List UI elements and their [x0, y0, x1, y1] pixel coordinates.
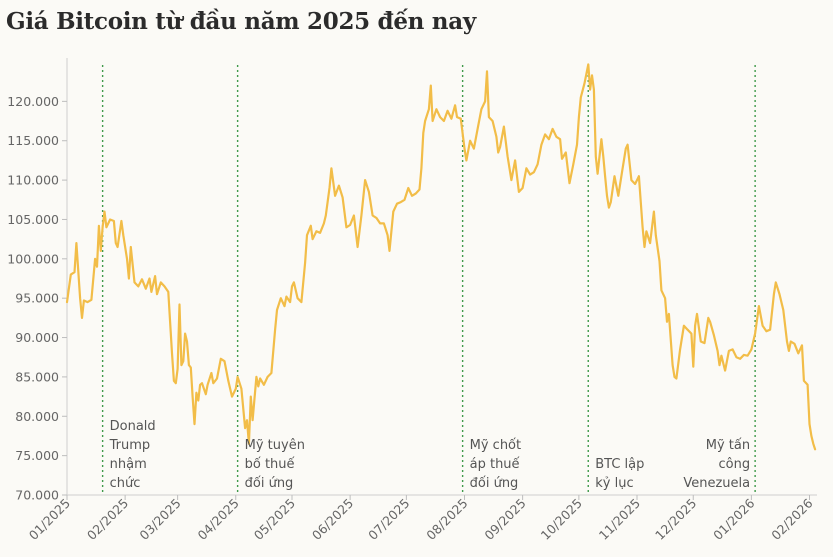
- x-tick-label: 04/2025: [195, 496, 242, 543]
- x-tick-label: 12/2025: [652, 496, 699, 543]
- annotation-line: Venezuela: [683, 476, 750, 491]
- x-tick-label: 02/2025: [84, 496, 131, 543]
- y-tick-label: 80.000: [15, 409, 59, 424]
- x-tick-label: 03/2025: [136, 496, 183, 543]
- x-tick-label: 05/2025: [251, 496, 298, 543]
- annotation-line: áp thuế: [470, 457, 520, 472]
- annotation-line: đối ứng: [470, 476, 519, 491]
- x-tick-label: 07/2025: [365, 496, 412, 543]
- y-tick-label: 105.000: [7, 212, 59, 227]
- x-tick-label: 02/2026: [768, 495, 815, 542]
- y-tick-label: 95.000: [15, 291, 59, 306]
- y-tick-label: 85.000: [15, 369, 59, 384]
- x-tick-label: 11/2025: [596, 496, 643, 543]
- annotation-line: Mỹ chốt: [470, 438, 521, 453]
- annotation-line: công: [719, 457, 751, 472]
- annotation-line: chức: [110, 476, 141, 491]
- y-tick-label: 120.000: [7, 94, 59, 109]
- x-tick-label: 06/2025: [309, 496, 356, 543]
- annotation-line: đối ứng: [245, 476, 294, 491]
- event-annotation-label: Mỹ tấn công Venezuela: [683, 438, 750, 491]
- price-series: [65, 63, 817, 451]
- annotation-line: BTC lập: [595, 457, 644, 472]
- event-annotation-label: Mỹ tuyên bố thuế đối ứng: [245, 438, 305, 491]
- x-tick-label: 09/2025: [481, 496, 528, 543]
- annotation-line: Trump: [109, 438, 151, 453]
- y-tick-label: 90.000: [15, 330, 59, 345]
- event-annotation-label: Donald Trump nhậm chức: [109, 419, 156, 491]
- x-tick-label: 01/2025: [26, 496, 73, 543]
- x-tick-label: 10/2025: [538, 496, 585, 543]
- annotation-line: kỷ lục: [595, 476, 633, 491]
- annotation-line: Mỹ tuyên: [245, 438, 305, 453]
- y-tick-label: 75.000: [15, 448, 59, 463]
- event-annotations: Donald Trump nhậm chức Mỹ tuyên bố thuế đối ứn…: [109, 419, 751, 491]
- x-tick-label: 08/2025: [423, 496, 470, 543]
- y-tick-label: 100.000: [7, 251, 59, 266]
- x-tick-label: 01/2026: [710, 495, 757, 542]
- event-markers: [101, 65, 756, 495]
- annotation-line: Donald: [110, 419, 156, 434]
- y-tick-label: 70.000: [15, 488, 59, 503]
- price-line: [65, 63, 817, 451]
- y-tick-label: 110.000: [7, 173, 59, 188]
- y-tick-label: 115.000: [7, 133, 59, 148]
- annotation-line: bố thuế: [245, 457, 295, 472]
- event-annotation-label: Mỹ chốt áp thuế đối ứng: [470, 438, 521, 491]
- chart-title: Giá Bitcoin từ đầu năm 2025 đến nay: [6, 8, 476, 35]
- annotation-line: Mỹ tấn: [706, 438, 750, 453]
- event-annotation-label: BTC lập kỷ lục: [595, 457, 644, 491]
- annotation-line: nhậm: [110, 457, 147, 472]
